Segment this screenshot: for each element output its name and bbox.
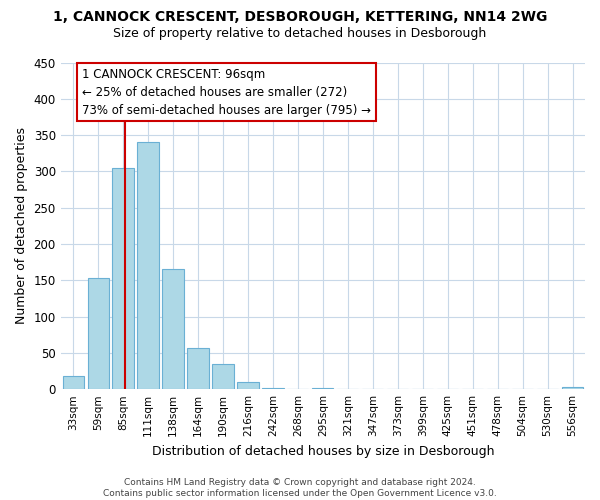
Text: 1 CANNOCK CRESCENT: 96sqm
← 25% of detached houses are smaller (272)
73% of semi: 1 CANNOCK CRESCENT: 96sqm ← 25% of detac… bbox=[82, 68, 371, 116]
Text: 1, CANNOCK CRESCENT, DESBOROUGH, KETTERING, NN14 2WG: 1, CANNOCK CRESCENT, DESBOROUGH, KETTERI… bbox=[53, 10, 547, 24]
Bar bbox=[562, 387, 583, 389]
Bar bbox=[62, 376, 84, 389]
Bar bbox=[88, 278, 109, 389]
Bar bbox=[163, 270, 184, 389]
Bar bbox=[312, 388, 334, 389]
Text: Contains HM Land Registry data © Crown copyright and database right 2024.
Contai: Contains HM Land Registry data © Crown c… bbox=[103, 478, 497, 498]
Bar bbox=[212, 364, 233, 389]
Text: Size of property relative to detached houses in Desborough: Size of property relative to detached ho… bbox=[113, 28, 487, 40]
Y-axis label: Number of detached properties: Number of detached properties bbox=[15, 128, 28, 324]
Bar bbox=[137, 142, 158, 389]
Bar bbox=[112, 168, 134, 389]
Bar bbox=[238, 382, 259, 389]
Bar bbox=[187, 348, 209, 389]
Bar bbox=[262, 388, 284, 389]
X-axis label: Distribution of detached houses by size in Desborough: Distribution of detached houses by size … bbox=[152, 444, 494, 458]
